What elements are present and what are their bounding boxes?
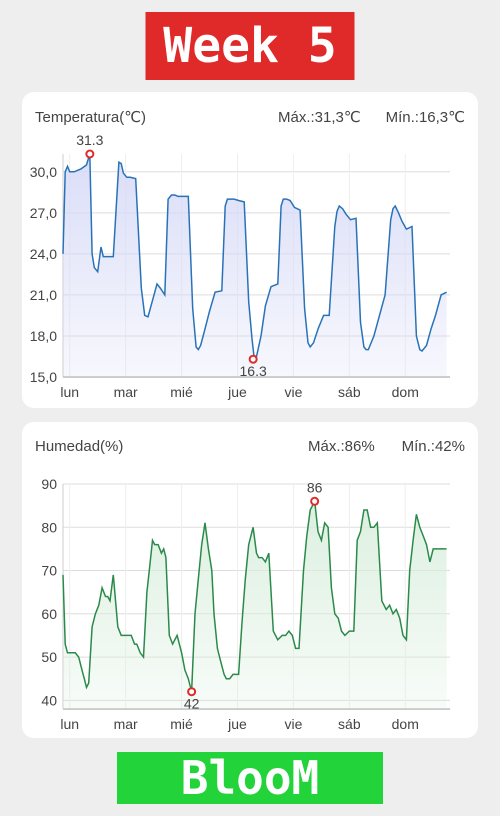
y-tick-label: 15,0 bbox=[30, 369, 57, 385]
y-tick-label: 21,0 bbox=[30, 287, 57, 303]
temperature-min-point-label: 16.3 bbox=[240, 363, 267, 379]
week-banner: Week 5 bbox=[145, 12, 355, 80]
y-tick-label: 40 bbox=[41, 692, 57, 708]
humidity-area bbox=[63, 501, 447, 709]
y-tick-label: 18,0 bbox=[30, 328, 57, 344]
y-tick-label: 27,0 bbox=[30, 205, 57, 221]
x-tick-label: vie bbox=[284, 716, 302, 732]
humidity-chart: 40 50 60 70 80 90 lun mar mié jue vie sáb dom 86 42 bbox=[41, 476, 450, 732]
humidity-max-point-label: 86 bbox=[307, 479, 323, 495]
x-tick-label: dom bbox=[392, 716, 419, 732]
x-tick-label: mar bbox=[114, 716, 138, 732]
x-tick-label: mié bbox=[170, 716, 193, 732]
humidity-max-marker bbox=[310, 496, 320, 506]
x-tick-label: sáb bbox=[338, 384, 361, 400]
y-tick-label: 60 bbox=[41, 606, 57, 622]
x-tick-label: vie bbox=[284, 384, 302, 400]
x-tick-label: lun bbox=[60, 384, 79, 400]
x-tick-label: jue bbox=[227, 716, 247, 732]
y-tick-label: 90 bbox=[41, 476, 57, 492]
temperature-max-label: Máx.:31,3℃ bbox=[278, 109, 361, 126]
x-tick-label: dom bbox=[392, 384, 419, 400]
x-tick-label: lun bbox=[60, 716, 79, 732]
humidity-min-point-label: 42 bbox=[184, 696, 200, 712]
temperature-chart: 15,0 18,0 21,0 24,0 27,0 30,0 lun mar mié jue vie s… bbox=[30, 132, 450, 400]
temperature-line bbox=[62, 153, 447, 362]
x-tick-label: mar bbox=[114, 384, 138, 400]
humidity-min-label: Mín.:42% bbox=[401, 438, 465, 455]
humidity-max-label: Máx.:86% bbox=[308, 438, 375, 455]
bloom-banner: BlooM bbox=[117, 752, 383, 804]
temperature-min-label: Mín.:16,3℃ bbox=[385, 109, 465, 126]
x-tick-label: jue bbox=[227, 384, 247, 400]
temperature-max-marker bbox=[85, 149, 95, 159]
humidity-card: Humedad(%) Máx.:86% Mín.:42% 40 50 60 70 80 9… bbox=[22, 422, 478, 738]
y-tick-label: 50 bbox=[41, 649, 57, 665]
x-tick-label: sáb bbox=[338, 716, 361, 732]
y-tick-label: 80 bbox=[41, 519, 57, 535]
y-tick-label: 30,0 bbox=[30, 164, 57, 180]
temperature-max-point-label: 31.3 bbox=[76, 132, 103, 148]
humidity-min-marker bbox=[187, 687, 197, 697]
humidity-title: Humedad(%) bbox=[35, 438, 124, 455]
temperature-area bbox=[63, 154, 447, 377]
temperature-title: Temperatura(℃) bbox=[35, 109, 147, 126]
y-tick-label: 70 bbox=[41, 563, 57, 579]
humidity-line bbox=[62, 498, 447, 692]
y-tick-label: 24,0 bbox=[30, 246, 57, 262]
x-tick-label: mié bbox=[170, 384, 193, 400]
temperature-card: Temperatura(℃) Máx.:31,3℃ Mín.:16,3℃ 15,… bbox=[22, 92, 478, 408]
temperature-min-marker bbox=[248, 354, 258, 364]
